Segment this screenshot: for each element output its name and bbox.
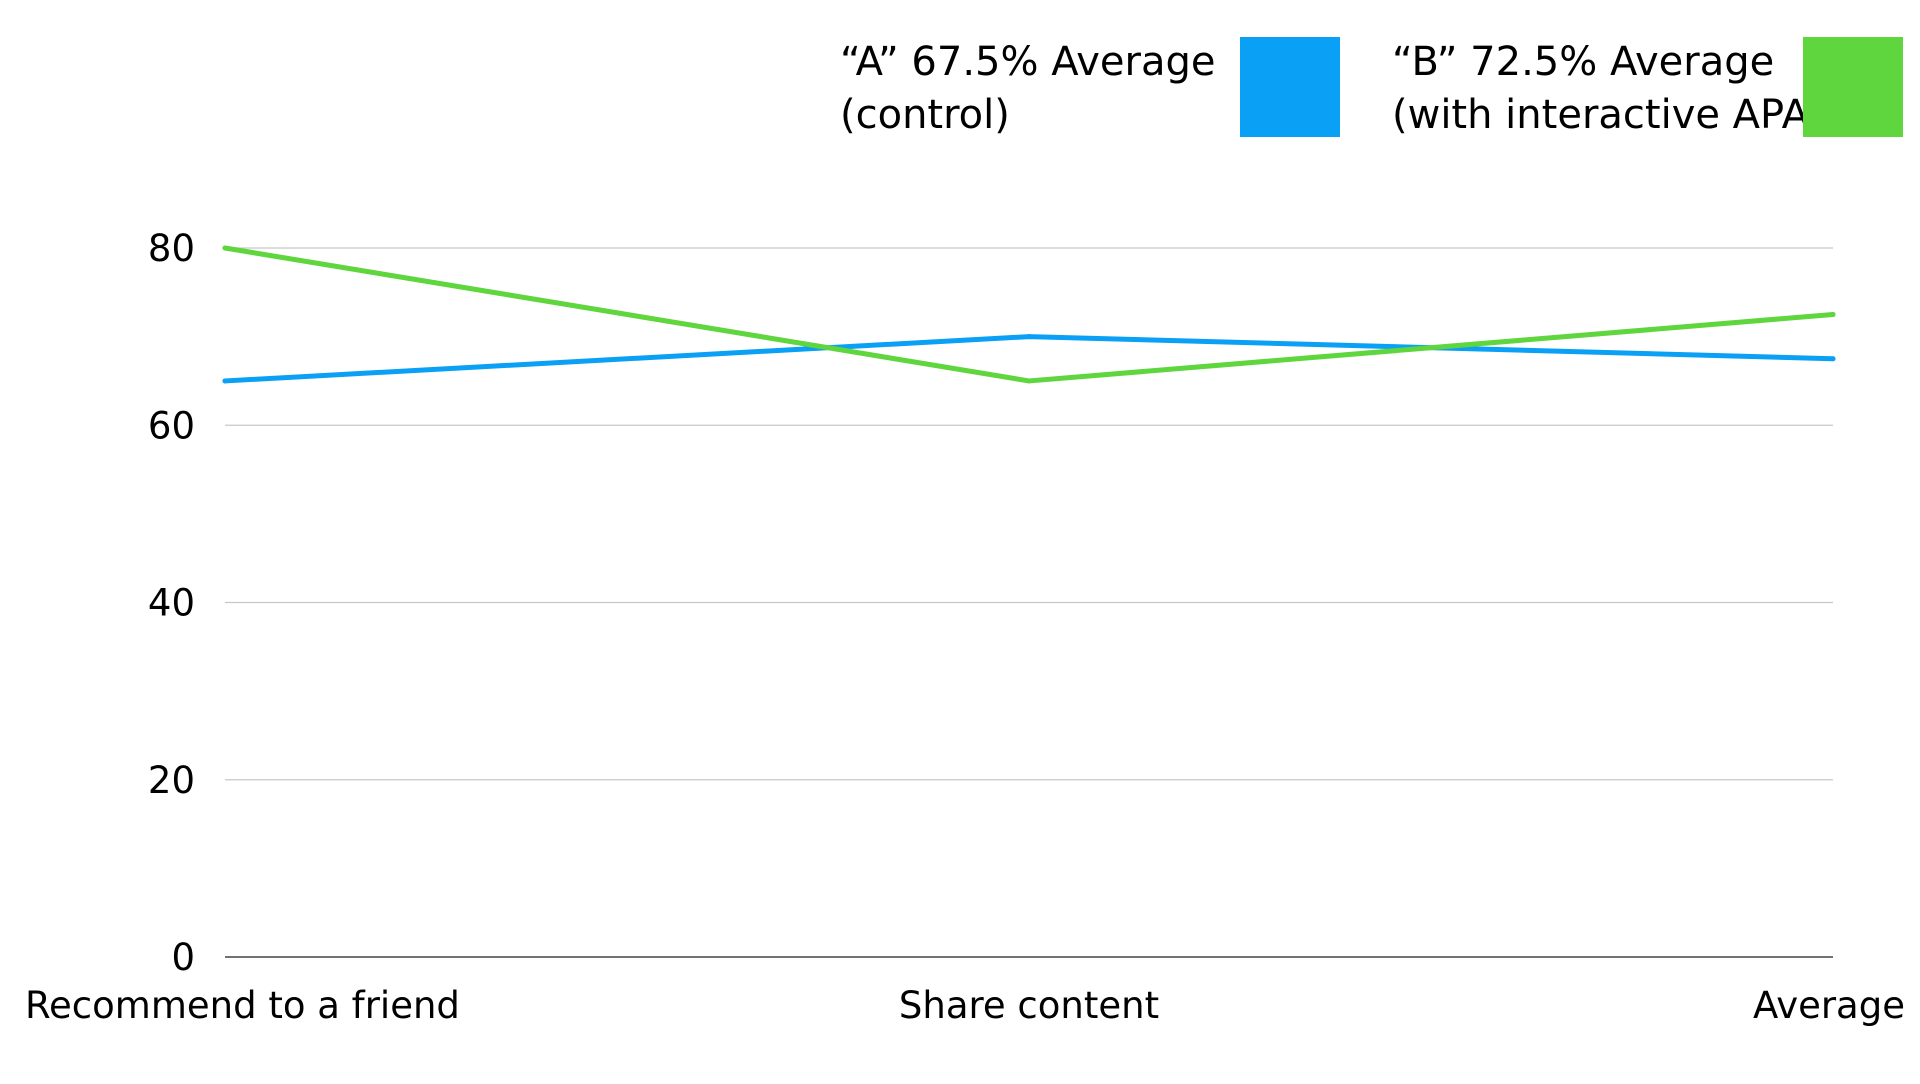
legend: “A” 67.5% Average (control) “B” 72.5% Aver… [840, 37, 1903, 138]
legend-swatch [1803, 37, 1903, 137]
legend-label: (with interactive APA) [1392, 92, 1825, 138]
data-point [1830, 356, 1836, 362]
y-axis-ticks: 0 20 40 60 80 [148, 227, 195, 979]
data-point [1026, 378, 1032, 384]
data-point [1830, 311, 1836, 317]
y-tick-label: 60 [148, 404, 195, 447]
data-point [222, 378, 228, 384]
data-point [1026, 334, 1032, 340]
y-tick-label: 40 [148, 582, 195, 625]
series-line-a [222, 334, 1836, 384]
x-tick-label: Recommend to a friend [25, 984, 460, 1027]
legend-swatch [1240, 37, 1340, 137]
series-line-b [222, 245, 1836, 384]
x-tick-label: Average [1753, 984, 1905, 1027]
x-tick-label: Share content [899, 984, 1159, 1027]
legend-label: “A” 67.5% Average [840, 39, 1215, 85]
x-axis-ticks: Recommend to a friend Share content Averag… [25, 984, 1905, 1027]
y-tick-label: 0 [171, 936, 195, 979]
data-point [222, 245, 228, 251]
legend-label: (control) [840, 92, 1010, 138]
legend-label: “B” 72.5% Average [1392, 39, 1774, 85]
grid-layer [225, 247, 1833, 958]
y-tick-label: 20 [148, 759, 195, 802]
y-tick-label: 80 [148, 227, 195, 270]
series-layer [222, 245, 1836, 384]
